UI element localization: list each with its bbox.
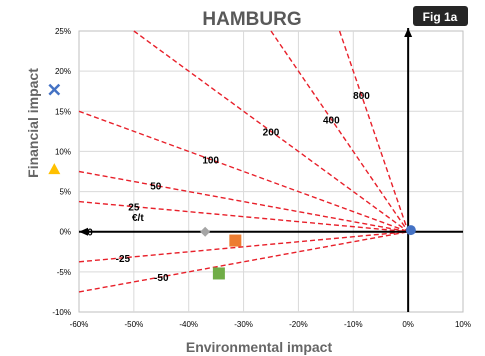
figure-badge: Fig 1a — [413, 6, 468, 26]
y-tick-label: -5% — [57, 268, 71, 277]
x-axis-arrowhead — [79, 227, 88, 236]
iso-line — [270, 30, 409, 233]
x-tick-label: 0% — [402, 320, 414, 329]
point-circle-marker — [405, 225, 416, 236]
x-tick-label: -60% — [70, 320, 89, 329]
iso-line-label: 800 — [353, 91, 370, 102]
iso-line-unit-label: €/t — [132, 213, 144, 224]
figure-badge-label: Fig 1a — [423, 10, 458, 24]
point-square-marker — [212, 267, 225, 280]
plot-area — [78, 30, 464, 313]
y-tick-label: 25% — [55, 27, 71, 36]
axes — [79, 28, 463, 312]
iso-line-label: 400 — [323, 115, 340, 126]
iso-line-labels: 800 400 200 100 50 25 0 -25 -50 — [87, 91, 370, 284]
y-axis-arrowhead — [404, 28, 413, 37]
iso-line-label: 0 — [87, 228, 93, 239]
iso-line-label: -50 — [154, 273, 169, 284]
x-tick-label: -30% — [234, 320, 253, 329]
y-tick-label: 15% — [55, 107, 71, 116]
y-axis-title: Financial impact — [25, 68, 41, 178]
iso-line — [338, 30, 409, 232]
x-tick-label: -50% — [125, 320, 144, 329]
y-tick-label: 20% — [55, 67, 71, 76]
tick-labels: -60% -50% -40% -30% -20% -10% 0% 10% 25% 20% 15% 10… — [52, 27, 471, 329]
point-x-marker — [48, 83, 61, 96]
iso-line — [78, 231, 409, 263]
iso-line — [78, 200, 409, 233]
x-tick-label: -40% — [179, 320, 198, 329]
gridlines — [78, 30, 464, 313]
point-diamond-marker — [200, 226, 211, 237]
x-tick-label: -10% — [344, 320, 363, 329]
y-tick-label: 10% — [55, 147, 71, 156]
iso-line-label: 50 — [150, 182, 162, 193]
y-tick-label: 0% — [59, 228, 71, 237]
x-axis-title: Environmental impact — [186, 339, 333, 355]
iso-line-label: 25 — [128, 203, 140, 214]
data-points — [48, 83, 416, 280]
figure-badge-background — [413, 6, 468, 26]
y-tick-label: 5% — [59, 188, 71, 197]
iso-line — [133, 30, 409, 233]
y-tick-label: -10% — [52, 308, 71, 317]
iso-line — [78, 110, 409, 233]
point-x-stroke — [48, 83, 61, 96]
x-tick-label: -20% — [289, 320, 308, 329]
x-tick-label: 10% — [455, 320, 471, 329]
chart-title: HAMBURG — [202, 9, 301, 30]
point-triangle-marker — [48, 163, 61, 175]
iso-line-label: 200 — [263, 127, 280, 138]
iso-line-label: 100 — [202, 155, 219, 166]
point-square-marker — [229, 234, 242, 247]
iso-line-label: -25 — [116, 254, 131, 265]
